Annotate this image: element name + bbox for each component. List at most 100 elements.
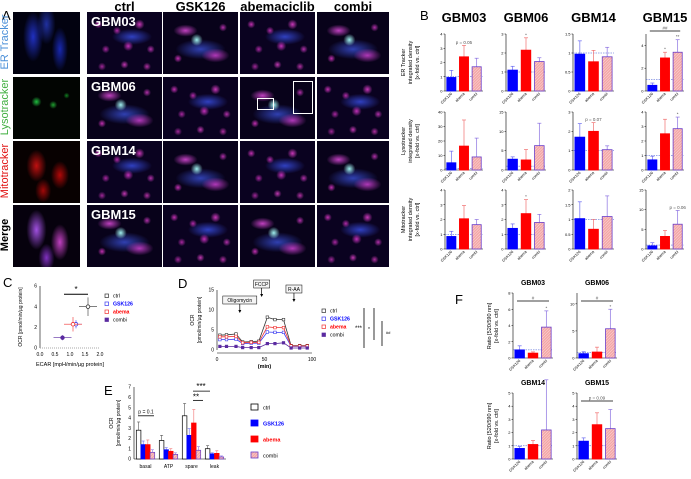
bar [574,136,586,171]
significance-label: ## [386,330,391,335]
bar [647,245,658,250]
legend-marker [250,451,259,459]
cell-line-label: GBM03 [91,14,136,29]
bar [660,133,670,171]
x-tick-label: GSK126 [501,92,514,105]
y-tick-label: 1 [501,70,504,75]
bar [158,440,165,460]
bar [588,130,599,171]
bar [140,444,146,460]
x-tick-label: abema [455,91,467,103]
x-tick-label: GSK126 [501,250,514,263]
legend-marker [104,293,109,298]
y-tick-label: 5 [508,391,511,396]
y-tick-label: 0 [572,356,575,361]
x-tick-label: combi [468,250,478,260]
x-tick-label: combi [468,171,478,181]
significance-label: * [677,112,679,117]
data-point [60,335,65,340]
x-tick-label: 1.0 [67,352,74,358]
bar [195,449,202,460]
y-tick-label: 0.5 [565,70,571,75]
legend-label: abema [263,438,281,444]
y-tick-label: 5 [501,148,504,153]
bar [446,236,457,250]
y-tick-label: 0 [641,168,644,173]
y-tick-label: 2 [641,66,644,71]
y-tick-label: 0 [34,346,37,352]
x-tick-label: GSK126 [501,171,514,184]
data-point [265,341,269,346]
x-tick-label: combi [599,92,609,102]
cell-line-title: GBM14 [571,10,617,25]
bar [471,224,482,250]
y-tick-label: 15 [639,188,644,193]
x-tick-label: combi [669,92,679,102]
y-tick-label: 5 [641,227,644,232]
y-tick-label: 5 [128,405,131,411]
bar [588,228,599,250]
bar [578,440,589,460]
data-point [298,346,302,350]
bar [168,450,174,460]
bar [145,444,151,460]
micrograph-single-channel [13,77,80,139]
y-tick-label: 3 [508,417,511,422]
data-point [273,330,277,335]
legend-marker [104,317,109,322]
cell-line-title: GBM15 [643,10,688,25]
y-tick-label: 2 [508,430,511,435]
x-tick-label: ATP [164,464,174,470]
y-tick-label: 5 [211,328,214,334]
data-point [257,340,261,345]
y-tick-label: 5 [572,391,575,396]
data-point [265,325,269,329]
y-tick-label: 3 [641,124,644,129]
bar [541,326,552,359]
bar [520,159,532,171]
micrograph [87,205,162,267]
micrograph [317,141,389,203]
micrograph [317,205,389,267]
y-tick-label: 40 [438,110,443,115]
bar [163,449,169,460]
bar [605,428,616,460]
y-tick-label: 0 [501,89,504,94]
panel-label-a: A [2,8,11,23]
zoom-inset [293,81,313,114]
y-axis-label: [x-fold vs. ctrl] [494,309,500,343]
y-tick-label: 1 [501,232,504,237]
y-tick-label: 4 [128,416,131,422]
y-tick-label: 0 [440,247,443,252]
bar [135,429,142,460]
bar [574,53,586,92]
data-point [281,341,286,345]
y-tick-label: 0 [128,457,131,463]
y-tick-label: 3 [501,32,504,37]
data-point [265,330,269,334]
micrograph [163,77,238,139]
x-tick-label: 50 [262,357,268,363]
y-axis-label: integrated density [408,41,414,85]
micrograph [240,77,315,139]
x-tick-label: combi [599,171,609,181]
y-tick-label: 3 [572,417,575,422]
significance-label: * [368,327,370,333]
y-tick-label: 1 [568,51,571,56]
x-tick-label: combi [531,92,541,102]
x-tick-label: basal [140,464,152,470]
significance-label: ** [193,392,199,401]
x-tick-label: GSK126 [641,171,654,184]
y-tick-label: 3 [501,202,504,207]
legend-label: GSK126 [113,302,133,308]
x-tick-label: GSK126 [572,460,585,473]
y-tick-label: 2 [501,217,504,222]
significance-label: p = 0.1 [138,410,154,416]
y-tick-label: 6 [128,395,131,401]
x-tick-label: abema [588,358,600,370]
y-tick-label: 4 [572,404,575,409]
y-axis-label: [pmol/min/µg protein] [116,399,122,446]
x-tick-label: abema [584,249,596,261]
micrograph-single-channel [13,141,80,203]
